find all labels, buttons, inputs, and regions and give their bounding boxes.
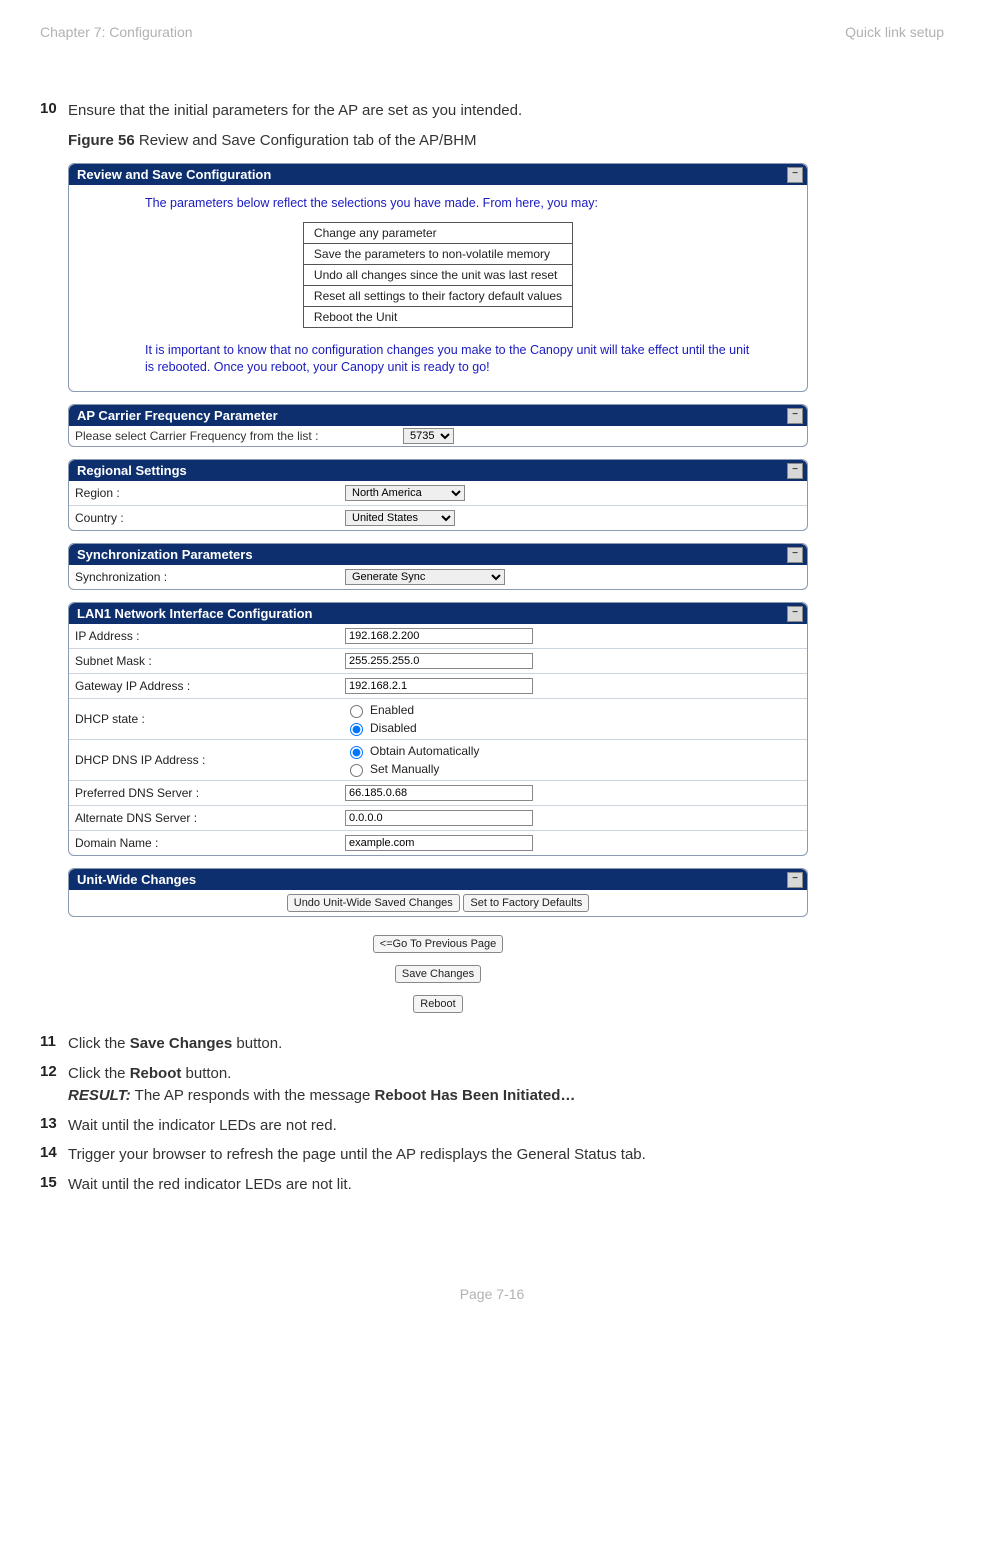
dhcp-dns-row: DHCP DNS IP Address : Obtain Automatical…	[69, 739, 807, 780]
step-number: 14	[40, 1144, 68, 1166]
result-label: RESULT:	[68, 1087, 131, 1104]
step-13: 13 Wait until the indicator LEDs are not…	[40, 1115, 944, 1137]
panel-title: LAN1 Network Interface Configuration −	[69, 603, 807, 624]
step-text: Wait until the indicator LEDs are not re…	[68, 1115, 944, 1137]
step-text: Trigger your browser to refresh the page…	[68, 1144, 944, 1166]
page-footer: Page 7-16	[40, 1286, 944, 1302]
header-right: Quick link setup	[845, 24, 944, 40]
ip-address-row: IP Address :	[69, 624, 807, 648]
reboot-button[interactable]: Reboot	[413, 995, 462, 1013]
subnet-mask-label: Subnet Mask :	[69, 651, 341, 671]
country-label: Country :	[69, 508, 341, 528]
review-intro-1: The parameters below reflect the selecti…	[75, 189, 801, 222]
config-screenshot: Review and Save Configuration − The para…	[68, 163, 808, 1020]
step-text: Click the Reboot button. RESULT: The AP …	[68, 1063, 944, 1107]
step-number: 10	[40, 100, 68, 122]
panel-title: Unit-Wide Changes −	[69, 869, 807, 890]
subnet-mask-row: Subnet Mask :	[69, 648, 807, 673]
gateway-label: Gateway IP Address :	[69, 676, 341, 696]
step-number: 15	[40, 1174, 68, 1196]
region-select[interactable]: North America	[345, 485, 465, 501]
collapse-icon[interactable]: −	[787, 167, 803, 183]
dhcp-state-row: DHCP state : Enabled Disabled	[69, 698, 807, 739]
alternate-dns-input[interactable]	[345, 810, 533, 826]
region-label: Region :	[69, 483, 341, 503]
factory-defaults-button[interactable]: Set to Factory Defaults	[463, 894, 589, 912]
preferred-dns-row: Preferred DNS Server :	[69, 780, 807, 805]
unit-wide-panel: Unit-Wide Changes − Undo Unit-Wide Saved…	[68, 868, 808, 917]
step-number: 13	[40, 1115, 68, 1137]
step-14: 14 Trigger your browser to refresh the p…	[40, 1144, 944, 1166]
alternate-dns-label: Alternate DNS Server :	[69, 808, 341, 828]
dhcp-enabled-radio[interactable]	[350, 705, 363, 718]
wizard-buttons: <=Go To Previous Page Save Changes Reboo…	[68, 929, 808, 1019]
country-select[interactable]: United States	[345, 510, 455, 526]
figure-number: Figure 56	[68, 132, 135, 149]
review-option: Reset all settings to their factory defa…	[303, 285, 572, 306]
step-text: Wait until the red indicator LEDs are no…	[68, 1174, 944, 1196]
dns-auto-radio[interactable]	[350, 746, 363, 759]
figure-caption-row: Figure 56 Review and Save Configuration …	[40, 130, 944, 155]
collapse-icon[interactable]: −	[787, 463, 803, 479]
subnet-mask-input[interactable]	[345, 653, 533, 669]
step-number: 11	[40, 1033, 68, 1055]
regional-settings-panel: Regional Settings − Region : North Ameri…	[68, 459, 808, 531]
sync-label: Synchronization :	[69, 567, 341, 587]
alternate-dns-row: Alternate DNS Server :	[69, 805, 807, 830]
review-intro-2: It is important to know that no configur…	[75, 336, 801, 386]
page-header: Chapter 7: Configuration Quick link setu…	[40, 24, 944, 40]
lan1-panel: LAN1 Network Interface Configuration − I…	[68, 602, 808, 856]
domain-name-label: Domain Name :	[69, 833, 341, 853]
panel-title: Regional Settings −	[69, 460, 807, 481]
domain-name-row: Domain Name :	[69, 830, 807, 855]
review-option: Change any parameter	[303, 222, 572, 243]
dhcp-dns-label: DHCP DNS IP Address :	[69, 750, 341, 770]
panel-title: Review and Save Configuration −	[69, 164, 807, 185]
collapse-icon[interactable]: −	[787, 872, 803, 888]
review-options-table: Change any parameter Save the parameters…	[303, 222, 573, 328]
ip-address-input[interactable]	[345, 628, 533, 644]
step-number: 12	[40, 1063, 68, 1107]
gateway-row: Gateway IP Address :	[69, 673, 807, 698]
synchronization-panel: Synchronization Parameters − Synchroniza…	[68, 543, 808, 590]
dhcp-disabled-radio[interactable]	[350, 723, 363, 736]
country-row: Country : United States	[69, 505, 807, 530]
figure-title: Review and Save Configuration tab of the…	[135, 132, 477, 149]
carrier-frequency-select[interactable]: 5735	[403, 428, 454, 444]
review-save-panel: Review and Save Configuration − The para…	[68, 163, 808, 393]
review-option: Reboot the Unit	[303, 306, 572, 327]
dns-manual-radio[interactable]	[350, 764, 363, 777]
review-option: Undo all changes since the unit was last…	[303, 264, 572, 285]
dhcp-state-label: DHCP state :	[69, 709, 341, 729]
ip-address-label: IP Address :	[69, 626, 341, 646]
step-15: 15 Wait until the red indicator LEDs are…	[40, 1174, 944, 1196]
previous-page-button[interactable]: <=Go To Previous Page	[373, 935, 504, 953]
carrier-frequency-label: Please select Carrier Frequency from the…	[75, 429, 403, 443]
collapse-icon[interactable]: −	[787, 547, 803, 563]
figure-caption: Figure 56 Review and Save Configuration …	[68, 132, 477, 149]
step-11: 11 Click the Save Changes button.	[40, 1033, 944, 1055]
preferred-dns-label: Preferred DNS Server :	[69, 783, 341, 803]
step-12: 12 Click the Reboot button. RESULT: The …	[40, 1063, 944, 1107]
save-changes-button[interactable]: Save Changes	[395, 965, 481, 983]
domain-name-input[interactable]	[345, 835, 533, 851]
review-option: Save the parameters to non-volatile memo…	[303, 243, 572, 264]
gateway-input[interactable]	[345, 678, 533, 694]
panel-title: AP Carrier Frequency Parameter −	[69, 405, 807, 426]
step-text: Ensure that the initial parameters for t…	[68, 100, 944, 122]
preferred-dns-input[interactable]	[345, 785, 533, 801]
collapse-icon[interactable]: −	[787, 606, 803, 622]
sync-select[interactable]: Generate Sync	[345, 569, 505, 585]
panel-title: Synchronization Parameters −	[69, 544, 807, 565]
header-left: Chapter 7: Configuration	[40, 24, 193, 40]
step-text: Click the Save Changes button.	[68, 1033, 944, 1055]
sync-row: Synchronization : Generate Sync	[69, 565, 807, 589]
undo-unit-wide-button[interactable]: Undo Unit-Wide Saved Changes	[287, 894, 460, 912]
region-row: Region : North America	[69, 481, 807, 505]
carrier-frequency-panel: AP Carrier Frequency Parameter − Please …	[68, 404, 808, 447]
collapse-icon[interactable]: −	[787, 408, 803, 424]
step-10: 10 Ensure that the initial parameters fo…	[40, 100, 944, 122]
